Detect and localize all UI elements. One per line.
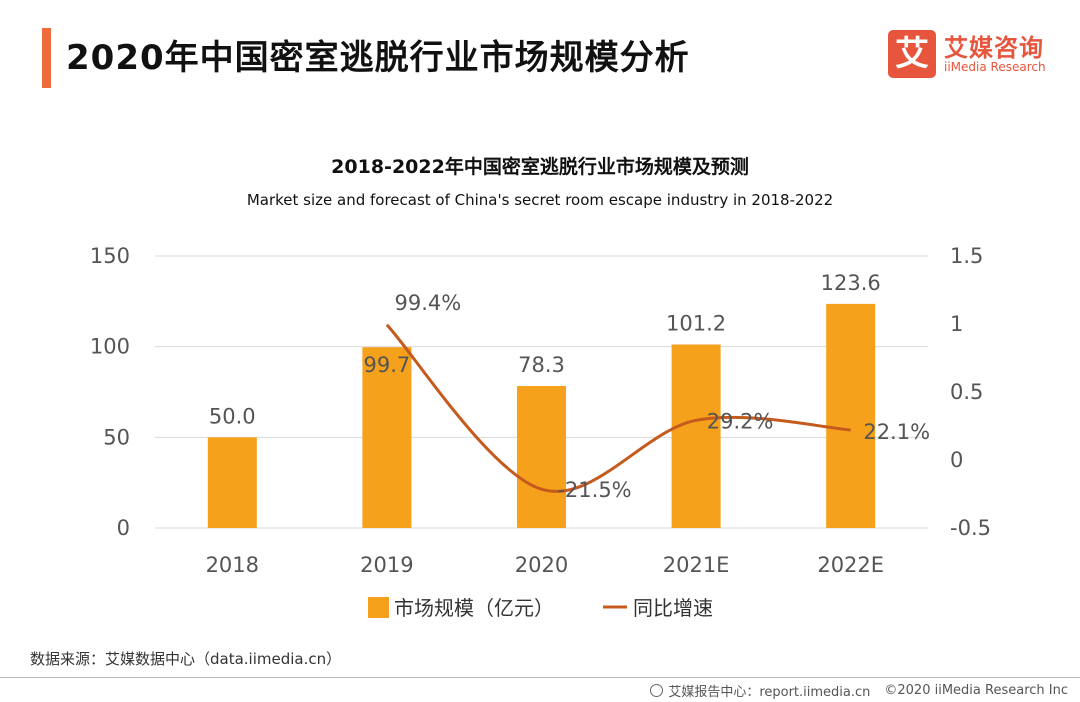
copyright: ©2020 iiMedia Research Inc [884,683,1068,698]
x-tick-label: 2019 [360,553,413,577]
bar-value-label: 123.6 [821,271,881,295]
x-tick-label: 2021E [663,553,730,577]
footer: 艾媒报告中心：report.iimedia.cn ©2020 iiMedia R… [650,681,1068,700]
bar-value-label: 50.0 [209,404,256,428]
legend-bar-label: 市场规模（亿元） [394,596,554,620]
growth-value-label: 99.4% [395,291,462,315]
brand-name-en: iiMedia Research [944,60,1046,74]
bar [362,347,412,528]
bar-value-label: 101.2 [666,311,726,335]
x-tick-label: 2018 [206,553,259,577]
y-left-tick-label: 50 [103,425,130,449]
legend-bar-swatch [368,597,389,618]
chart-subtitle: Market size and forecast of China's secr… [246,191,834,209]
growth-value-label: 22.1% [863,420,930,444]
growth-value-label: -21.5% [557,478,631,502]
brand-mark-icon: 艾 [888,30,936,78]
y-right-tick-label: 1.5 [950,244,983,268]
brand-logo: 艾 艾媒咨询 iiMedia Research [888,28,1068,84]
y-left-tick-label: 100 [90,335,130,359]
x-tick-label: 2022E [817,553,884,577]
growth-value-label: 29.2% [707,409,774,433]
legend-line-label: 同比增速 [633,596,713,620]
x-tick-label: 2020 [515,553,568,577]
title-accent-bar [42,28,51,88]
bar-value-label: 78.3 [518,353,565,377]
growth-line [385,323,851,493]
y-right-tick-label: 1 [950,312,963,336]
combo-chart: 0 50 100 150 -0.5 0 0.5 1 1.5 2018 2019 2020 2021E 20… [90,244,991,620]
y-left-tick-label: 150 [90,244,130,268]
report-center: 艾媒报告中心：report.iimedia.cn [668,685,871,700]
brand-name-cn: 艾媒咨询 [944,34,1044,62]
page-title: 2020年中国密室逃脱行业市场规模分析 [66,38,690,78]
bar [671,344,721,528]
y-right-tick-label: 0.5 [950,380,983,404]
bar [826,303,876,528]
y-right-tick-label: 0 [950,448,963,472]
bar-value-label: 99.7 [364,353,411,377]
globe-icon [650,684,664,697]
bar [517,386,566,528]
footer-divider [0,677,1080,678]
y-right-tick-label: -0.5 [950,516,991,540]
y-left-tick-label: 0 [117,516,130,540]
chart-title: 2018-2022年中国密室逃脱行业市场规模及预测 [331,156,749,178]
bar [207,437,257,528]
data-source: 数据来源：艾媒数据中心（data.iimedia.cn） [30,650,342,668]
